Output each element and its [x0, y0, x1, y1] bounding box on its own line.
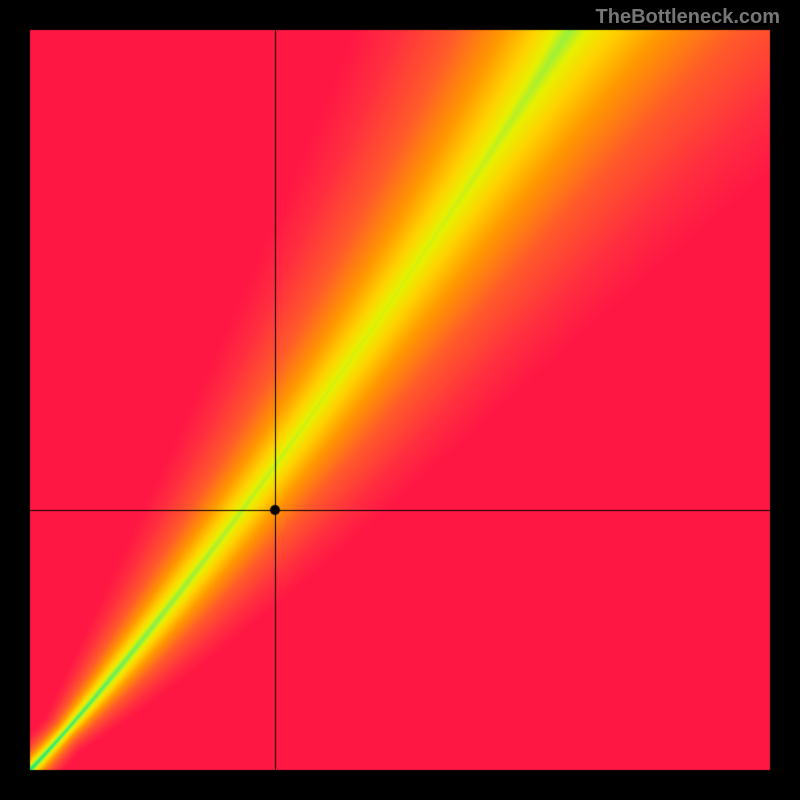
bottleneck-heatmap — [0, 0, 800, 800]
watermark-text: TheBottleneck.com — [596, 6, 780, 29]
